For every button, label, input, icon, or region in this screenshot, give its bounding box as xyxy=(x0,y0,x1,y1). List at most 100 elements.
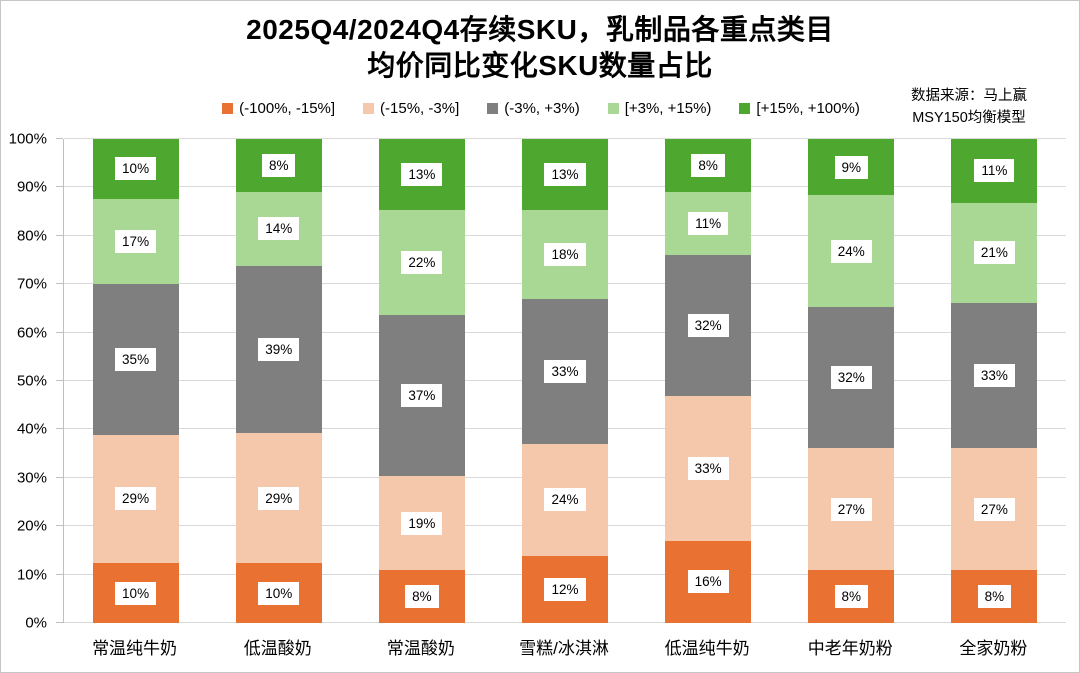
data-label: 39% xyxy=(258,338,300,362)
stacked-bar: 8% 27% 32% 24% 9% xyxy=(808,139,895,623)
bar-segment: 33% xyxy=(665,396,752,541)
y-tick-label: 60% xyxy=(16,324,47,342)
bar-slot: 8% 19% 37% 22% 13% xyxy=(350,139,493,623)
legend-label: [+3%, +15%) xyxy=(624,99,712,117)
x-axis-label: 全家奶粉 xyxy=(959,639,1028,658)
legend-label: (-15%, -3%] xyxy=(380,99,460,117)
bar-slot: 12% 24% 33% 18% 13% xyxy=(493,139,636,623)
bar-segment: 27% xyxy=(808,447,895,571)
legend-label: (-100%, -15%] xyxy=(239,99,336,117)
data-label: 22% xyxy=(401,251,443,275)
data-label: 35% xyxy=(115,347,157,371)
stacked-bar: 10% 29% 39% 14% 8% xyxy=(235,139,322,623)
legend-label: [+15%, +100%) xyxy=(756,99,860,117)
data-label: 33% xyxy=(687,457,729,481)
bar-slot: 10% 29% 39% 14% 8% xyxy=(207,139,350,623)
legend-item: [+3%, +15%) xyxy=(607,99,712,117)
bar-segment: 32% xyxy=(808,306,895,448)
data-label: 32% xyxy=(830,365,872,389)
y-tick-label: 40% xyxy=(16,420,47,438)
data-label: 11% xyxy=(974,159,1015,183)
y-tick-mark xyxy=(56,428,63,430)
data-label: 21% xyxy=(973,241,1015,265)
bar-segment: 21% xyxy=(951,202,1038,304)
data-label: 8% xyxy=(834,585,869,609)
data-label: 27% xyxy=(830,497,872,521)
bar-segment: 14% xyxy=(235,191,322,267)
bar-segment: 8% xyxy=(665,139,752,192)
y-tick-mark xyxy=(56,573,63,575)
source-note-line1: 数据来源：马上赢 xyxy=(911,88,1027,104)
data-label: 16% xyxy=(687,570,729,594)
stacked-bar: 8% 27% 33% 21% 11% xyxy=(951,139,1038,623)
bar-slot: 10% 29% 35% 17% 10% xyxy=(64,139,207,623)
data-label: 13% xyxy=(544,162,586,186)
legend-swatch-icon xyxy=(363,102,375,114)
bar-slot: 8% 27% 32% 24% 9% xyxy=(780,139,923,623)
bar-slot: 8% 27% 33% 21% 11% xyxy=(923,139,1066,623)
bar-segment: 13% xyxy=(522,139,608,210)
data-label: 18% xyxy=(544,243,586,267)
data-label: 8% xyxy=(261,153,296,177)
bar-segment: 17% xyxy=(92,198,179,284)
data-label: 17% xyxy=(115,229,157,253)
y-tick-mark xyxy=(56,283,63,285)
y-tick-label: 10% xyxy=(16,566,47,584)
bar-segment: 29% xyxy=(235,433,322,564)
bar-slot: 16% 33% 32% 11% 8% xyxy=(637,139,780,623)
legend: (-100%, -15%] (-15%, -3%] (-3%, +3%) [+3%, … xyxy=(1,97,1079,119)
bar-segment: 37% xyxy=(378,315,465,477)
y-axis: 100% 90% 80% 70% 60% 50% 40% 30% 20% 10% 0% xyxy=(1,131,63,632)
data-label: 11% xyxy=(688,211,729,235)
bar-segment: 32% xyxy=(665,255,752,397)
data-label: 13% xyxy=(401,163,443,187)
data-label: 12% xyxy=(544,577,586,601)
y-tick-label: 50% xyxy=(16,372,47,390)
x-axis-label: 低温纯牛奶 xyxy=(664,639,750,658)
bar-segment: 27% xyxy=(951,447,1038,571)
chart-title-line2: 均价同比变化SKU数量占比 xyxy=(367,50,713,81)
bar-segment: 11% xyxy=(665,191,752,256)
bar-segment: 18% xyxy=(522,209,608,300)
legend-swatch-icon xyxy=(607,102,619,114)
y-tick-mark xyxy=(56,622,63,623)
y-tick-label: 100% xyxy=(8,130,47,148)
bar-segment: 13% xyxy=(378,139,465,211)
legend-item: (-3%, +3%) xyxy=(487,100,580,117)
bar-segment: 16% xyxy=(665,540,752,623)
data-label: 29% xyxy=(258,486,300,510)
bar-segment: 10% xyxy=(235,563,322,623)
bar-segment: 33% xyxy=(522,299,608,445)
stacked-bar: 8% 19% 37% 22% 13% xyxy=(378,139,465,623)
bar-segment: 8% xyxy=(235,139,322,192)
bar-segment: 39% xyxy=(235,266,322,434)
x-axis-label: 常温酸奶 xyxy=(386,639,455,658)
y-tick-label: 70% xyxy=(16,275,47,293)
gridline xyxy=(64,138,1066,139)
y-tick-label: 80% xyxy=(16,227,47,245)
stacked-bar: 16% 33% 32% 11% 8% xyxy=(665,139,752,623)
y-tick-mark xyxy=(56,331,63,333)
source-note-line2: MSY150均衡模型 xyxy=(912,110,1026,126)
bar-segment: 24% xyxy=(522,444,608,556)
x-axis-label: 中老年奶粉 xyxy=(807,639,893,658)
bar-segment: 29% xyxy=(92,434,179,564)
bars: 10% 29% 35% 17% 10% 10% 29% 39% 14% 8% 8% 19% 37% 22%… xyxy=(64,139,1066,623)
data-label: 19% xyxy=(401,511,443,535)
data-label: 24% xyxy=(830,239,872,263)
plot-area: 10% 29% 35% 17% 10% 10% 29% 39% 14% 8% 8% 19% 37% 22%… xyxy=(63,138,1066,623)
y-tick-mark xyxy=(56,380,63,381)
stacked-bar: 12% 24% 33% 18% 13% xyxy=(522,139,608,623)
y-tick-label: 30% xyxy=(16,469,47,487)
legend-item: (-15%, -3%] xyxy=(363,100,459,117)
data-label: 24% xyxy=(544,488,586,512)
x-axis-label: 低温酸奶 xyxy=(243,639,312,658)
bar-segment: 8% xyxy=(378,570,465,623)
data-label: 8% xyxy=(977,585,1012,609)
data-label: 8% xyxy=(405,585,439,609)
data-label: 10% xyxy=(115,581,157,605)
bar-segment: 19% xyxy=(378,476,465,571)
chart-title: 2025Q4/2024Q4存续SKU，乳制品各重点类目 均价同比变化SKU数量占… xyxy=(1,12,1079,84)
y-tick-mark xyxy=(56,138,63,139)
